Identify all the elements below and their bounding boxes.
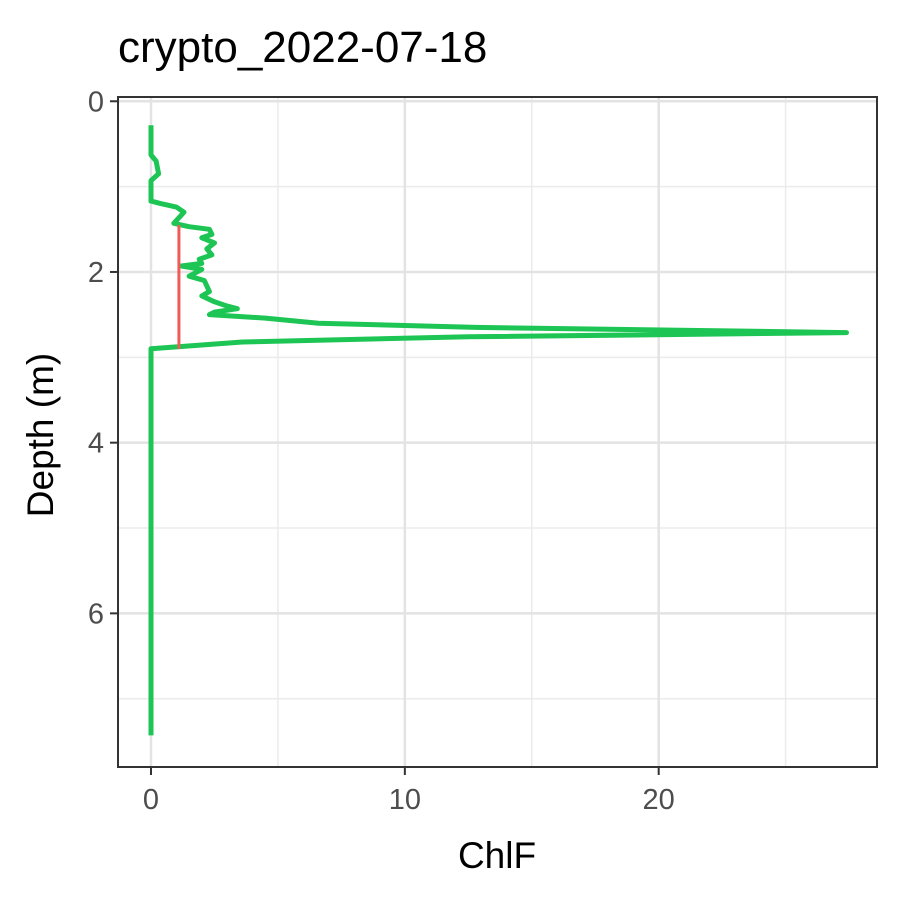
x-axis: 0 10 20	[143, 767, 675, 816]
plot-border	[117, 96, 878, 768]
y-tick-label: 2	[88, 257, 104, 289]
y-axis: 0 2 4 6	[88, 86, 118, 630]
data-layer	[148, 125, 849, 736]
x-tick-label: 0	[143, 784, 159, 816]
y-tick-label: 0	[88, 86, 104, 118]
chlf-profile-line	[148, 125, 849, 736]
x-tick-label: 10	[389, 784, 421, 816]
major-gridlines	[118, 97, 877, 767]
plot-panel	[118, 97, 877, 767]
chart-title: crypto_2022-07-18	[118, 23, 487, 72]
minor-gridlines	[118, 97, 877, 767]
x-axis-title: ChlF	[458, 835, 536, 876]
y-tick-label: 4	[88, 428, 104, 460]
y-axis-title: Depth (m)	[20, 353, 61, 517]
y-tick-label: 6	[88, 598, 104, 630]
x-tick-label: 20	[643, 784, 675, 816]
